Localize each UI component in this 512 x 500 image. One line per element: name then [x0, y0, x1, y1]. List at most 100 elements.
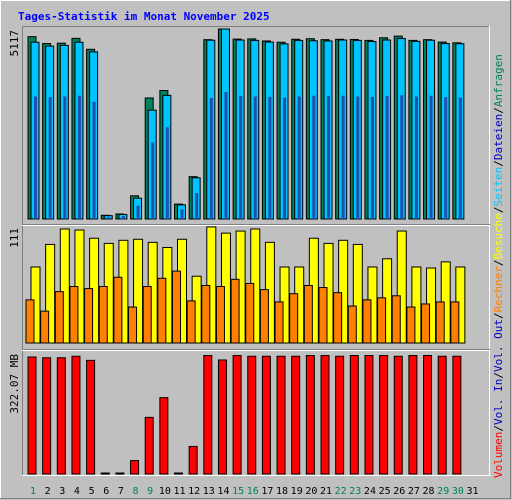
visits-rechner-bar-1: [25, 299, 35, 344]
legend-separator: /: [492, 312, 505, 319]
volume-volumen-bar-8: [130, 460, 140, 475]
volume-volumen-bar-17: [261, 355, 271, 475]
visits-rechner-bar-21: [318, 287, 328, 344]
day-label-16: 16: [247, 486, 259, 497]
legend-besuche: Besuche: [492, 213, 505, 259]
hits-seiten-bar-14: [224, 92, 228, 219]
volume-volumen-bar-15: [232, 355, 242, 475]
chart-bars: [25, 28, 466, 475]
volume-volumen-bar-25: [379, 355, 389, 475]
legend-separator: /: [492, 107, 505, 114]
volume-volumen-bar-14: [217, 359, 227, 475]
hits-ymax-label: 5117: [8, 30, 21, 57]
visits-besuche-bar-3: [59, 228, 70, 344]
volume-volumen-bar-24: [364, 355, 374, 475]
volume-volumen-bar-3: [56, 357, 66, 475]
day-label-1: 1: [30, 486, 36, 497]
day-label-14: 14: [217, 486, 229, 497]
legend-volumen: Volumen: [492, 432, 505, 478]
hits-seiten-bar-4: [77, 95, 81, 219]
visits-rechner-bar-4: [69, 286, 79, 344]
day-label-17: 17: [261, 486, 273, 497]
volume-volumen-bar-2: [42, 357, 52, 475]
hits-seiten-bar-7: [121, 216, 125, 219]
visits-rechner-bar-17: [259, 289, 269, 344]
legend-anfragen: Anfragen: [492, 54, 505, 107]
hits-seiten-bar-27: [414, 96, 418, 219]
hits-seiten-bar-2: [48, 97, 52, 219]
day-label-4: 4: [74, 486, 80, 497]
chart-title: Tages-Statistik im Monat November 2025: [18, 10, 270, 23]
volume-volumen-bar-19: [291, 355, 301, 475]
visits-rechner-bar-15: [230, 278, 240, 344]
volume-volumen-bar-12: [188, 445, 198, 475]
visits-rechner-bar-30: [450, 301, 460, 344]
day-label-21: 21: [320, 486, 332, 497]
hits-seiten-bar-8: [136, 205, 140, 219]
volume-volumen-bar-23: [349, 355, 359, 475]
hits-seiten-bar-21: [327, 96, 330, 219]
volume-volumen-bar-10: [159, 397, 169, 475]
x-axis-day-labels: 1 2 3 4 5 6 7 8 9 10 11 12 13 14 15 16 17 18 19 20 21 22 23 24 2…: [30, 486, 479, 497]
volume-volumen-bar-1: [27, 356, 37, 475]
legend-dateien: Dateien: [492, 114, 505, 160]
day-label-24: 24: [364, 486, 376, 497]
visits-rechner-bar-3: [54, 291, 64, 344]
legend-volout: Vol. Out: [492, 319, 505, 372]
volume-volumen-bar-28: [423, 355, 433, 475]
day-label-18: 18: [276, 486, 288, 497]
visits-ymax-label: 111: [8, 228, 21, 248]
day-label-6: 6: [103, 486, 109, 497]
volume-volumen-bar-21: [320, 355, 330, 475]
hits-seiten-bar-22: [341, 95, 345, 219]
hits-seiten-bar-16: [253, 96, 257, 219]
volume-volumen-bar-20: [305, 355, 315, 475]
visits-rechner-bar-5: [84, 288, 94, 344]
hits-seiten-bar-1: [34, 96, 37, 219]
visits-rechner-bar-24: [362, 299, 372, 344]
legend-separator: /: [492, 425, 505, 432]
day-label-31: 31: [466, 486, 478, 497]
visits-besuche-bar-22: [338, 239, 349, 344]
visits-rechner-bar-28: [421, 303, 431, 344]
volume-volumen-bar-6: [100, 472, 110, 475]
day-label-26: 26: [393, 486, 405, 497]
visits-rechner-bar-13: [201, 284, 211, 344]
legend-separator: /: [492, 160, 505, 167]
visits-rechner-bar-27: [406, 306, 416, 344]
legend-seiten: Seiten: [492, 167, 505, 207]
legend-volin: Vol. In: [492, 379, 505, 425]
volume-volumen-bar-18: [276, 355, 286, 475]
day-label-11: 11: [173, 486, 185, 497]
hits-seiten-bar-12: [195, 193, 199, 219]
volume-volumen-bar-9: [144, 416, 154, 475]
legend-separator: /: [492, 259, 505, 266]
hits-seiten-bar-30: [458, 97, 462, 219]
hits-seiten-bar-20: [312, 95, 316, 219]
legend-separator: /: [492, 372, 505, 379]
volume-volumen-bar-16: [247, 355, 257, 475]
visits-besuche-bar-26: [396, 230, 407, 344]
visits-rechner-bar-16: [245, 282, 255, 344]
day-label-29: 29: [437, 486, 449, 497]
day-label-23: 23: [349, 486, 361, 497]
right-legend: Volumen/Vol. In/Vol. Out/Rechner/Besuche…: [492, 54, 505, 478]
day-label-8: 8: [133, 486, 139, 497]
day-label-25: 25: [379, 486, 391, 497]
day-label-5: 5: [89, 486, 95, 497]
visits-rechner-bar-9: [142, 286, 152, 344]
volume-volumen-bar-13: [203, 355, 213, 475]
visits-rechner-bar-10: [157, 277, 167, 344]
day-label-28: 28: [423, 486, 435, 497]
day-label-13: 13: [203, 486, 215, 497]
legend-separator: /: [492, 206, 505, 213]
volume-volumen-bar-5: [86, 359, 96, 475]
day-label-7: 7: [118, 486, 124, 497]
hits-seiten-bar-3: [63, 96, 67, 219]
visits-rechner-bar-8: [128, 306, 138, 344]
visits-rechner-bar-2: [40, 310, 50, 344]
visits-rechner-bar-12: [186, 300, 196, 344]
volume-volumen-bar-22: [335, 355, 345, 475]
right-legend-text: Volumen/Vol. In/Vol. Out/Rechner/Besuche…: [492, 54, 505, 478]
